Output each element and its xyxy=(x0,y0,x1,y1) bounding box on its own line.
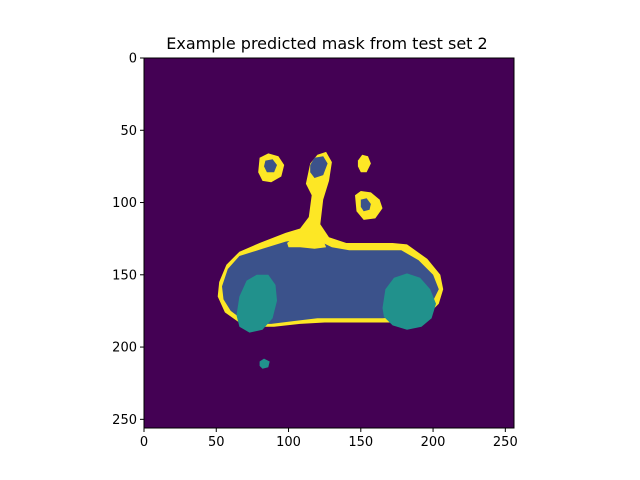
mask-region-blob-middle-inner xyxy=(310,156,328,178)
mask-region-blob-right-lower-inner xyxy=(360,198,371,212)
x-tick-label: 100 xyxy=(276,435,301,450)
mask-region-speck xyxy=(259,358,270,369)
y-tick-label: 0 xyxy=(129,52,137,67)
y-tick-label: 50 xyxy=(120,124,137,139)
mask-region-window-outline xyxy=(287,231,327,249)
x-tick-label: 0 xyxy=(140,435,148,450)
mask-region-blob-right-top xyxy=(357,154,371,173)
mask-region-right-wheel xyxy=(382,273,436,330)
x-tick-label: 200 xyxy=(421,435,446,450)
chart-title: Example predicted mask from test set 2 xyxy=(166,34,487,53)
mask-image xyxy=(144,58,514,428)
y-tick-label: 250 xyxy=(112,413,137,428)
y-tick-label: 100 xyxy=(112,196,137,211)
axes-frame xyxy=(143,57,515,429)
mask-region-left-wheel xyxy=(236,274,277,333)
x-tick-label: 50 xyxy=(208,435,225,450)
y-tick-label: 200 xyxy=(112,341,137,356)
mask-region-blob-left-inner xyxy=(264,159,277,173)
x-tick-label: 250 xyxy=(493,435,518,450)
x-tick-label: 150 xyxy=(348,435,373,450)
y-tick-label: 150 xyxy=(112,268,137,283)
